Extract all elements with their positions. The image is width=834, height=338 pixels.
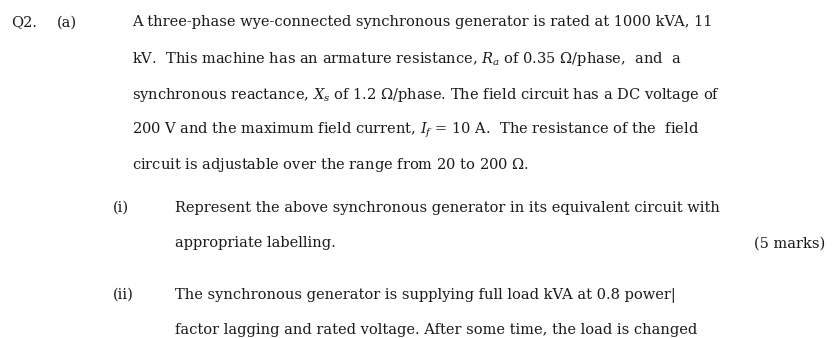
Text: 200 V and the maximum field current, $I_f$ = 10 A.  The resistance of the  field: 200 V and the maximum field current, $I_… [132, 121, 699, 140]
Text: factor lagging and rated voltage. After some time, the load is changed: factor lagging and rated voltage. After … [175, 323, 697, 337]
Text: Q2.: Q2. [11, 15, 37, 29]
Text: appropriate labelling.: appropriate labelling. [175, 236, 336, 250]
Text: circuit is adjustable over the range from 20 to 200 $\Omega$.: circuit is adjustable over the range fro… [132, 156, 529, 174]
Text: (ii): (ii) [113, 288, 133, 301]
Text: (i): (i) [113, 201, 128, 215]
Text: kV.  This machine has an armature resistance, $R_a$ of 0.35 $\Omega$/phase,  and: kV. This machine has an armature resista… [132, 50, 681, 68]
Text: (a): (a) [57, 15, 77, 29]
Text: Represent the above synchronous generator in its equivalent circuit with: Represent the above synchronous generato… [175, 201, 720, 215]
Text: (5 marks): (5 marks) [755, 236, 826, 250]
Text: synchronous reactance, $X_s$ of 1.2 $\Omega$/phase. The field circuit has a DC v: synchronous reactance, $X_s$ of 1.2 $\Om… [132, 86, 720, 103]
Text: The synchronous generator is supplying full load kVA at 0.8 power|: The synchronous generator is supplying f… [175, 288, 676, 303]
Text: A three-phase wye-connected synchronous generator is rated at 1000 kVA, 11: A three-phase wye-connected synchronous … [132, 15, 712, 29]
